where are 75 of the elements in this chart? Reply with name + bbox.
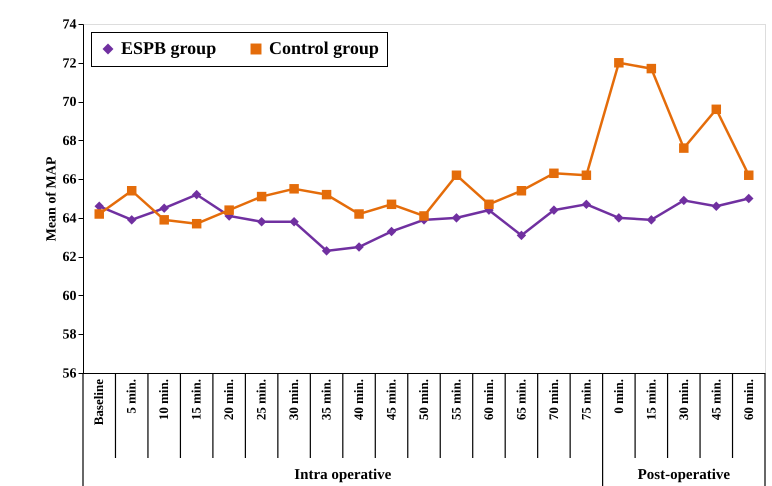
point <box>549 205 559 215</box>
point <box>646 64 656 74</box>
point <box>126 215 136 225</box>
point <box>452 170 462 180</box>
x-tick-label: 10 min. <box>156 379 172 420</box>
point <box>712 202 722 211</box>
x-tick-label: 75 min. <box>578 379 594 420</box>
point <box>354 209 364 219</box>
point <box>126 186 136 196</box>
x-tick-label: 20 min. <box>221 379 236 420</box>
y-tick-label: 70 <box>62 95 76 110</box>
x-tick-label: 15 min. <box>188 379 204 420</box>
y-tick-label: 74 <box>62 18 76 32</box>
x-tick-label: 55 min. <box>448 379 464 420</box>
x-tick-label: 65 min. <box>513 379 528 420</box>
point <box>419 211 429 221</box>
point <box>289 217 299 227</box>
point <box>322 246 332 256</box>
point <box>744 194 754 204</box>
point <box>516 230 526 240</box>
x-tick-label: 60 min. <box>740 379 756 420</box>
y-tick-label: 58 <box>62 328 76 343</box>
point <box>159 215 169 225</box>
x-tick-label: 30 min. <box>676 379 691 420</box>
point <box>614 58 624 68</box>
x-tick-label: 45 min. <box>708 379 724 420</box>
point <box>256 217 266 227</box>
y-tick-label: 68 <box>62 134 76 149</box>
point <box>712 104 722 114</box>
point <box>256 192 266 202</box>
point <box>224 205 234 215</box>
y-tick-label: 72 <box>62 56 76 72</box>
point <box>322 190 332 200</box>
point <box>159 203 169 213</box>
y-axis-title: Mean of MAP <box>44 156 60 242</box>
x-tick-label: 40 min. <box>351 379 366 420</box>
x-tick-label: 0 min. <box>610 379 626 414</box>
point <box>452 213 462 223</box>
x-tick-label: 45 min. <box>384 379 399 420</box>
legend-label: ESPB group <box>121 38 216 58</box>
x-tick-label: 50 min. <box>416 379 431 420</box>
point <box>354 242 364 252</box>
point <box>192 218 202 228</box>
point <box>646 215 656 225</box>
point <box>386 200 396 210</box>
point <box>582 200 592 210</box>
y-tick-label: 56 <box>62 366 76 382</box>
point <box>582 170 592 180</box>
point <box>192 190 202 200</box>
legend-label: Control group <box>269 38 379 58</box>
point <box>484 200 494 210</box>
x-tick-label: 60 min. <box>480 379 496 420</box>
x-tick-label: 35 min. <box>318 379 334 420</box>
y-tick-label: 62 <box>62 250 76 266</box>
x-tick-label: 25 min. <box>254 379 269 420</box>
text: Post-operative <box>638 467 730 483</box>
point <box>679 196 689 206</box>
point <box>516 186 526 196</box>
point <box>94 202 104 211</box>
y-tick-label: 64 <box>62 211 76 226</box>
point <box>549 168 559 178</box>
y-tick-label: 66 <box>62 172 76 188</box>
x-tick-label: Baseline <box>91 378 106 426</box>
point <box>614 213 624 223</box>
x-tick-label: 5 min. <box>124 379 139 414</box>
x-tick-label: 15 min. <box>643 379 658 420</box>
point <box>679 143 689 153</box>
point <box>289 184 299 194</box>
y-tick-label: 60 <box>62 288 76 304</box>
point <box>744 170 754 180</box>
point <box>386 226 396 236</box>
point <box>94 209 104 219</box>
x-tick-label: 30 min. <box>286 379 302 420</box>
text: Intra operative <box>294 467 392 483</box>
x-tick-label: 70 min. <box>546 379 561 420</box>
